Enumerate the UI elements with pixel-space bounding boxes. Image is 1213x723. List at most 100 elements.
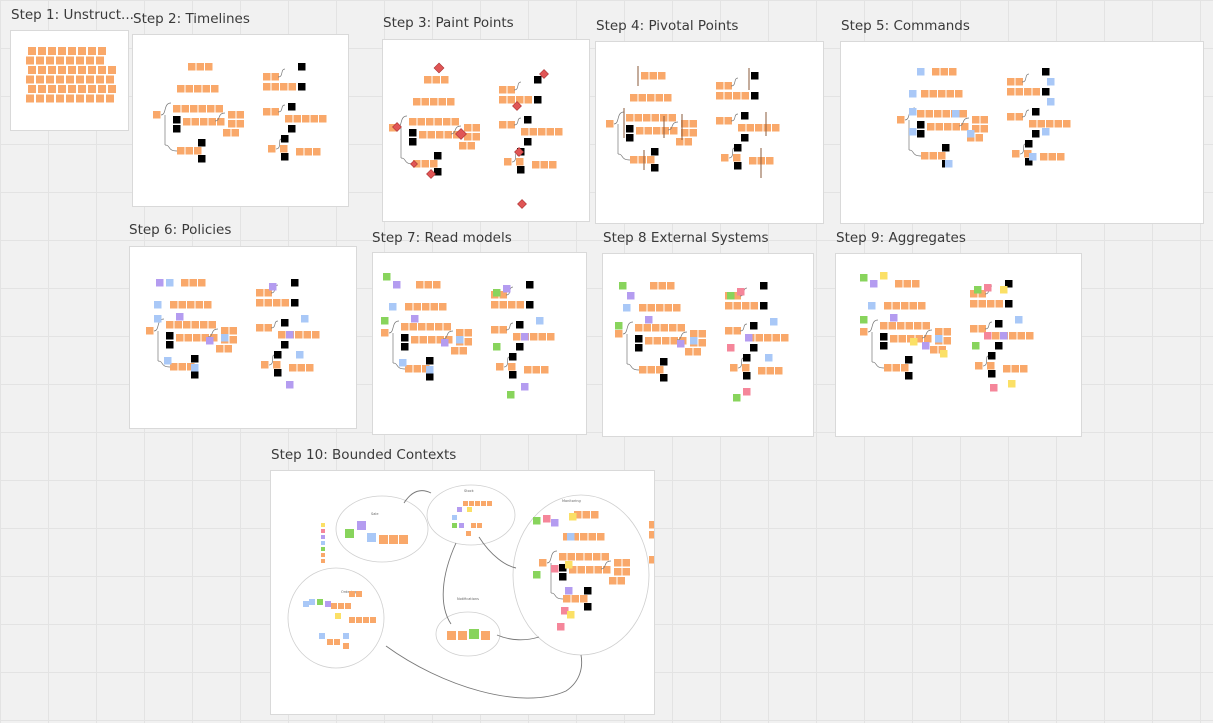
undefined[interactable]: [274, 351, 282, 359]
event-sticky[interactable]: [622, 568, 631, 576]
event-sticky[interactable]: [379, 535, 388, 544]
event-sticky[interactable]: [638, 94, 647, 102]
read-model-sticky[interactable]: [619, 282, 627, 290]
frame-title-step-10[interactable]: Step 10: Bounded Contexts: [271, 447, 457, 463]
event-sticky[interactable]: [464, 124, 472, 132]
event-sticky[interactable]: [742, 364, 750, 372]
event-sticky[interactable]: [264, 289, 273, 297]
context-stock-circle[interactable]: [426, 484, 516, 546]
context-ordering-circle[interactable]: [287, 567, 385, 669]
aggregate-sticky[interactable]: [940, 350, 948, 358]
event-sticky[interactable]: [88, 47, 96, 55]
undefined[interactable]: [760, 282, 768, 290]
event-sticky[interactable]: [884, 302, 892, 310]
undefined[interactable]: [651, 164, 659, 172]
undefined[interactable]: [743, 372, 751, 380]
event-sticky[interactable]: [653, 337, 662, 345]
event-sticky[interactable]: [189, 279, 198, 287]
command-sticky[interactable]: [1047, 98, 1055, 106]
aggregate-sticky[interactable]: [1000, 286, 1008, 294]
event-sticky[interactable]: [430, 303, 439, 311]
event-sticky[interactable]: [938, 90, 946, 98]
policy-sticky[interactable]: [565, 587, 573, 595]
event-sticky[interactable]: [724, 92, 733, 100]
event-sticky[interactable]: [184, 334, 193, 342]
event-sticky[interactable]: [530, 333, 538, 341]
read-model-sticky[interactable]: [972, 342, 980, 350]
event-sticky[interactable]: [924, 335, 932, 343]
event-sticky[interactable]: [649, 72, 658, 80]
event-sticky[interactable]: [471, 523, 476, 528]
event-sticky[interactable]: [281, 299, 290, 307]
read-model-sticky[interactable]: [493, 289, 501, 297]
undefined[interactable]: [635, 335, 643, 343]
event-sticky[interactable]: [614, 559, 622, 567]
undefined[interactable]: [509, 371, 517, 379]
event-sticky[interactable]: [677, 324, 686, 332]
event-sticky[interactable]: [58, 85, 66, 93]
event-sticky[interactable]: [303, 331, 312, 339]
event-sticky[interactable]: [516, 96, 524, 104]
event-sticky[interactable]: [940, 68, 949, 76]
event-sticky[interactable]: [698, 330, 707, 338]
event-sticky[interactable]: [66, 94, 74, 103]
event-sticky[interactable]: [487, 501, 492, 506]
event-sticky[interactable]: [938, 152, 946, 160]
event-sticky[interactable]: [481, 501, 486, 506]
command-sticky[interactable]: [296, 351, 304, 359]
event-sticky[interactable]: [781, 334, 789, 342]
command-sticky[interactable]: [952, 110, 960, 118]
event-sticky[interactable]: [1024, 150, 1032, 158]
undefined[interactable]: [880, 333, 888, 341]
command-sticky[interactable]: [343, 633, 349, 639]
undefined[interactable]: [401, 334, 409, 342]
event-sticky[interactable]: [86, 75, 94, 84]
undefined[interactable]: [905, 356, 913, 364]
event-sticky[interactable]: [724, 82, 733, 90]
event-sticky[interactable]: [216, 345, 224, 353]
policy-sticky[interactable]: [411, 315, 419, 323]
event-sticky[interactable]: [194, 147, 202, 155]
undefined[interactable]: [173, 125, 181, 133]
event-sticky[interactable]: [586, 566, 594, 574]
event-sticky[interactable]: [664, 94, 672, 102]
undefined[interactable]: [191, 371, 199, 379]
undefined[interactable]: [584, 603, 592, 611]
event-sticky[interactable]: [229, 336, 238, 344]
event-sticky[interactable]: [772, 334, 781, 342]
event-sticky[interactable]: [636, 127, 644, 135]
external-system-sticky[interactable]: [557, 623, 565, 631]
event-sticky[interactable]: [541, 366, 549, 374]
event-sticky[interactable]: [280, 83, 288, 91]
external-system-sticky[interactable]: [561, 607, 569, 615]
event-sticky[interactable]: [892, 302, 901, 310]
event-sticky[interactable]: [273, 361, 281, 369]
event-sticky[interactable]: [1017, 332, 1026, 340]
event-sticky[interactable]: [176, 334, 184, 342]
event-sticky[interactable]: [183, 118, 191, 126]
event-sticky[interactable]: [978, 325, 987, 333]
event-sticky[interactable]: [639, 304, 647, 312]
event-sticky[interactable]: [656, 304, 664, 312]
event-sticky[interactable]: [970, 325, 978, 333]
event-sticky[interactable]: [603, 566, 611, 574]
event-sticky[interactable]: [917, 110, 925, 118]
event-sticky[interactable]: [1054, 120, 1063, 128]
policy-sticky[interactable]: [627, 292, 635, 300]
event-sticky[interactable]: [944, 123, 952, 131]
event-sticky[interactable]: [905, 322, 914, 330]
event-sticky[interactable]: [188, 63, 196, 71]
event-sticky[interactable]: [491, 301, 499, 309]
event-sticky[interactable]: [475, 501, 480, 506]
frame-title-step-4[interactable]: Step 4: Pivotal Points: [596, 18, 739, 34]
event-sticky[interactable]: [469, 501, 474, 506]
frame-step-10[interactable]: Sale Stock Monitoring Ordering Notificat…: [270, 470, 655, 715]
undefined[interactable]: [751, 72, 759, 80]
event-sticky[interactable]: [399, 535, 408, 544]
event-sticky[interactable]: [271, 108, 280, 116]
undefined[interactable]: [426, 373, 434, 381]
undefined[interactable]: [1005, 280, 1013, 288]
event-sticky[interactable]: [146, 327, 154, 335]
event-sticky[interactable]: [1015, 113, 1024, 121]
undefined[interactable]: [905, 372, 913, 380]
